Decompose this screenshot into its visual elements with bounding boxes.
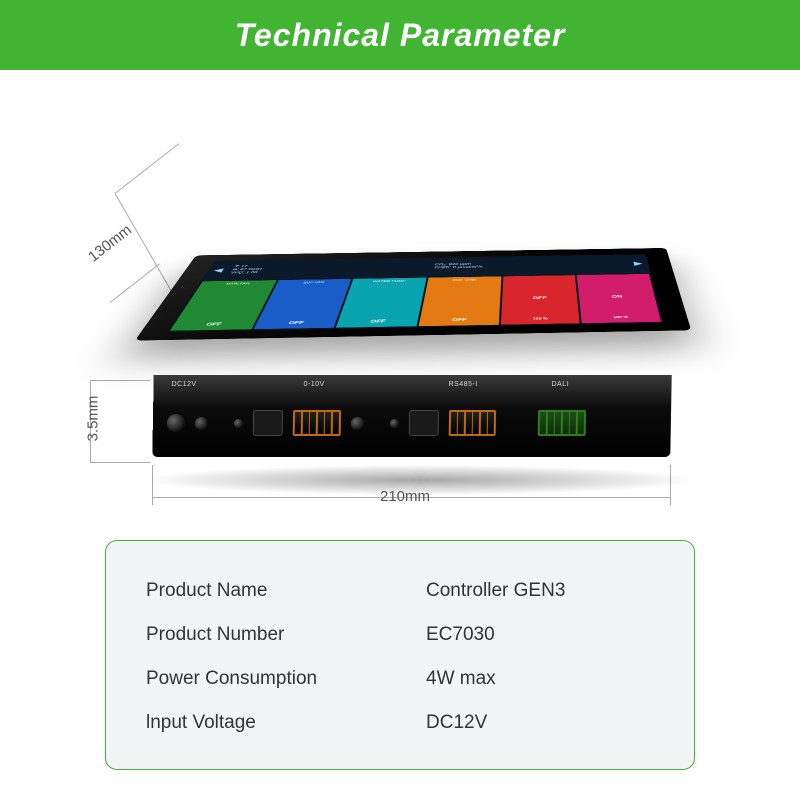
spec-row: Power Consumption4W max xyxy=(146,657,654,701)
cell-state: OFF xyxy=(205,323,222,327)
spec-table: Product NameController GEN3Product Numbe… xyxy=(105,540,695,770)
spec-row: lnput VoltageDC12V xyxy=(146,701,654,745)
status-led-icon xyxy=(389,419,398,428)
device-3d: ◀ T: 17 H: 42 %RH VPD: 1.08 CO₂: 920 ppm… xyxy=(160,185,680,475)
spec-label: Product Name xyxy=(146,580,426,602)
cell-state: OFF xyxy=(452,318,467,322)
cell-state: ON xyxy=(611,295,622,299)
page-title: Technical Parameter xyxy=(235,17,566,54)
cell-label: WATER PUMP xyxy=(372,280,406,283)
rj45-port-icon xyxy=(408,410,438,436)
header-band: Technical Parameter xyxy=(0,0,800,70)
screen-button-grid: MAIN FANOFFSUP FANOFFWATER PUMPOFFCO2 TA… xyxy=(167,273,664,332)
spec-label: Power Consumption xyxy=(146,668,426,690)
port-label-dc: DC12V xyxy=(171,381,196,388)
spec-row: Product NameController GEN3 xyxy=(146,569,654,613)
dim-line xyxy=(90,462,150,463)
dim-line xyxy=(110,263,160,303)
status-readings-right: CO₂: 920 ppm PPFD: 0 µmol/m²/s xyxy=(434,261,625,270)
dim-line xyxy=(90,380,150,381)
port-label-dali: DALI xyxy=(551,381,569,388)
cell-label: MAIN FAN xyxy=(225,282,250,285)
cell-state: OFF xyxy=(288,321,305,325)
port-label-010v: 0-10V xyxy=(303,381,324,388)
port-label-rs485: RS485-I xyxy=(448,381,477,388)
cell-label: CO2 TANK xyxy=(452,278,476,281)
cell-label: SUP FAN xyxy=(303,281,325,284)
spec-value: Controller GEN3 xyxy=(426,580,654,602)
spec-value: 4W max xyxy=(426,668,654,690)
dimension-depth: 130mm xyxy=(85,221,135,265)
cell-number: 100 % xyxy=(533,317,548,321)
audio-jack-icon xyxy=(350,417,363,430)
device-shadow xyxy=(140,465,700,495)
spec-row: Product NumberEC7030 xyxy=(146,613,654,657)
cell-label xyxy=(613,276,615,279)
device-top-face: ◀ T: 17 H: 42 %RH VPD: 1.08 CO₂: 920 ppm… xyxy=(135,248,691,341)
screen-cell: ON 100 % xyxy=(577,274,661,323)
status-led-icon xyxy=(234,419,243,428)
status-readings-left: T: 17 H: 42 %RH VPD: 1.08 xyxy=(229,262,426,275)
chevron-left-icon: ◀ xyxy=(212,267,225,273)
dc-jack-icon xyxy=(167,414,185,432)
cell-number: 100 % xyxy=(613,316,628,320)
terminal-block-icon xyxy=(538,410,586,436)
cell-label xyxy=(539,277,540,280)
screen-cell: OFF 100 % xyxy=(501,275,580,325)
spec-value: EC7030 xyxy=(426,624,654,646)
screen-cell: WATER PUMP OFF xyxy=(336,277,426,327)
terminal-block-icon xyxy=(448,410,496,436)
terminal-block-icon xyxy=(293,410,341,436)
spec-label: lnput Voltage xyxy=(146,712,426,734)
audio-jack-icon xyxy=(195,417,208,430)
device-front-face: DC12V 0-10V RS485-I DALI xyxy=(152,375,671,457)
spec-value: DC12V xyxy=(426,712,654,734)
chevron-right-icon: ▶ xyxy=(633,260,643,266)
dimension-height: 3.5mm xyxy=(84,396,101,442)
device-illustration: 130mm 3.5mm 210mm ◀ T: 17 H: 42 %RH VPD:… xyxy=(0,70,800,510)
cell-state: OFF xyxy=(370,320,386,324)
device-screen: ◀ T: 17 H: 42 %RH VPD: 1.08 CO₂: 920 ppm… xyxy=(167,254,664,332)
rj45-port-icon xyxy=(253,410,283,436)
cell-state: OFF xyxy=(533,296,547,300)
spec-label: Product Number xyxy=(146,624,426,646)
screen-cell: CO2 TANK OFF xyxy=(419,276,501,326)
